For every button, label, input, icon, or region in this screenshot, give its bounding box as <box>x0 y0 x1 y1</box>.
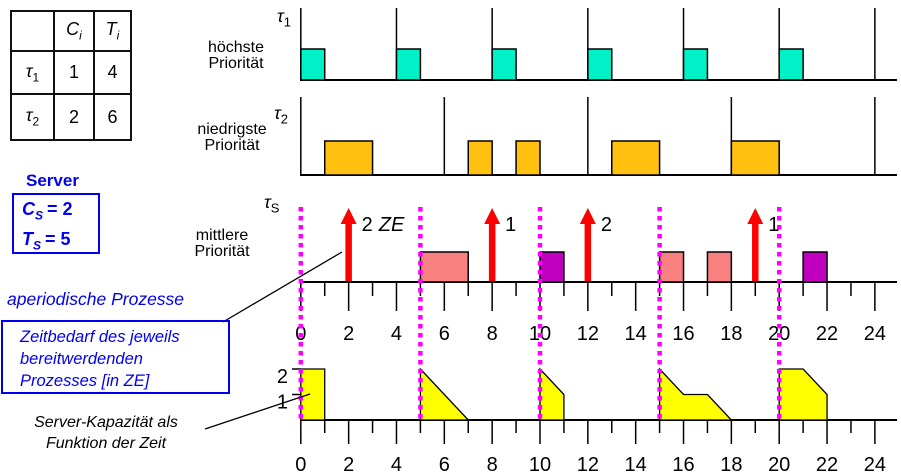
bottom-axis-tick-label: 0 <box>295 454 306 476</box>
table-row-tau1: τ1 1 4 <box>10 50 132 95</box>
capacity-y-tick-label: 1 <box>277 392 288 414</box>
mid-axis-tick-label: 2 <box>343 323 354 345</box>
tau2-execution-block <box>515 140 541 176</box>
aperiodic-processes-label: aperiodische Prozesse <box>7 289 185 309</box>
table-header-ti: Ti <box>93 10 132 52</box>
server-execution-block <box>419 251 469 283</box>
aperiodic-arrival-arrow-head <box>340 208 357 224</box>
aperiodic-arrival-arrow-head <box>484 208 501 224</box>
tau1-execution-block <box>300 48 326 81</box>
tau2-execution-block <box>730 140 780 176</box>
server-capacity-shape <box>658 367 733 421</box>
priority-label-tau2: niedrigste Priorität <box>197 121 267 154</box>
aperiodic-arrival-label: 1 <box>768 214 779 236</box>
bottom-axis-tick-label: 20 <box>768 454 790 476</box>
demand-line-1: Zeitbedarf des jeweils <box>20 328 180 346</box>
demand-line-2: bereitwerdenden <box>20 350 143 368</box>
server-capacity-shape <box>300 368 326 421</box>
bottom-axis-tick-label: 18 <box>720 454 742 476</box>
mid-axis-tick-label: 22 <box>816 323 838 345</box>
aperiodic-arrival-arrow-head <box>579 208 596 224</box>
tau1-execution-block <box>395 48 422 81</box>
demand-line-3: Prozesses [in ZE] <box>20 372 150 390</box>
tau1-execution-block <box>491 48 517 81</box>
row-label-tauS: τS <box>264 192 280 216</box>
server-period-line: TS = 5 <box>22 228 71 253</box>
capacity-y-tick-label: 2 <box>277 366 288 388</box>
server-execution-block <box>539 251 565 283</box>
bottom-axis-tick-label: 6 <box>439 454 450 476</box>
table-cell-tau1-c: 1 <box>53 50 95 95</box>
mid-axis-tick-label: 14 <box>625 323 647 345</box>
tau1-execution-block <box>778 48 804 81</box>
tau1-execution-block <box>587 48 613 81</box>
table-cell-tau1-label: τ1 <box>10 50 55 95</box>
aperiodic-arrival-label: 2 <box>601 214 612 236</box>
mid-axis-tick-label: 12 <box>577 323 599 345</box>
mid-axis-tick-label: 8 <box>487 323 498 345</box>
server-parameters-box: CS = 2 TS = 5 <box>12 193 100 254</box>
tau1-execution-block <box>682 48 709 81</box>
tau2-execution-block <box>611 140 661 176</box>
mid-axis-tick-label: 24 <box>864 323 886 345</box>
table-cell-tau2-t: 6 <box>93 93 132 141</box>
demand-pointer-line <box>222 251 343 323</box>
aperiodic-arrival-label: 1 <box>505 214 516 236</box>
bottom-axis-tick-label: 24 <box>864 454 886 476</box>
row-label-tau1: τ1 <box>277 6 291 30</box>
table-cell-tau2-c: 2 <box>53 93 95 141</box>
tau2-execution-block <box>323 140 374 176</box>
bottom-axis-tick-label: 8 <box>487 454 498 476</box>
server-capacity-shape <box>778 368 828 421</box>
tau2-execution-block <box>467 140 493 176</box>
capacity-pointer-line <box>204 393 311 430</box>
table-cell-tau1-t: 4 <box>93 50 132 95</box>
server-execution-block <box>706 251 733 283</box>
server-capacity-shape <box>419 367 470 421</box>
table-header-ci: Ci <box>53 10 95 52</box>
aperiodic-arrival-label: 2 ZE <box>362 214 405 236</box>
server-capacity-line: CS = 2 <box>22 199 73 223</box>
task-parameter-table: Ci Ti τ1 1 4 τ2 2 6 <box>10 10 132 141</box>
bottom-axis-tick-label: 10 <box>529 454 551 476</box>
bottom-axis-tick-label: 22 <box>816 454 838 476</box>
server-capacity-shape <box>539 367 565 421</box>
server-execution-block <box>802 251 828 283</box>
table-corner-cell <box>10 10 55 52</box>
server-title: Server <box>26 171 79 190</box>
capacity-caption-line-1: Server-Kapazität als <box>34 414 178 431</box>
server-execution-block <box>658 251 685 283</box>
bottom-axis-tick-label: 12 <box>577 454 599 476</box>
mid-axis-tick-label: 4 <box>391 323 402 345</box>
demand-annotation-box: Zeitbedarf des jeweils bereitwerdenden P… <box>1 320 230 394</box>
bottom-axis-tick-label: 4 <box>391 454 402 476</box>
table-cell-tau2-label: τ2 <box>10 93 55 141</box>
bottom-axis-tick-label: 2 <box>343 454 354 476</box>
priority-label-tau1: höchste Priorität <box>207 39 265 72</box>
aperiodic-arrival-arrow-head <box>747 208 764 224</box>
mid-axis-tick-label: 16 <box>672 323 694 345</box>
mid-axis-tick-label: 18 <box>720 323 742 345</box>
bottom-axis-tick-label: 14 <box>625 454 647 476</box>
capacity-caption-line-2: Funktion der Zeit <box>45 435 167 452</box>
mid-axis-tick-label: 6 <box>439 323 450 345</box>
capacity-caption: Server-Kapazität als Funktion der Zeit <box>6 412 206 454</box>
bottom-axis-tick-label: 16 <box>672 454 694 476</box>
row-label-tau2: τ2 <box>274 103 288 127</box>
priority-label-tauS: mittlere Priorität <box>194 227 250 260</box>
table-row-tau2: τ2 2 6 <box>10 93 132 141</box>
